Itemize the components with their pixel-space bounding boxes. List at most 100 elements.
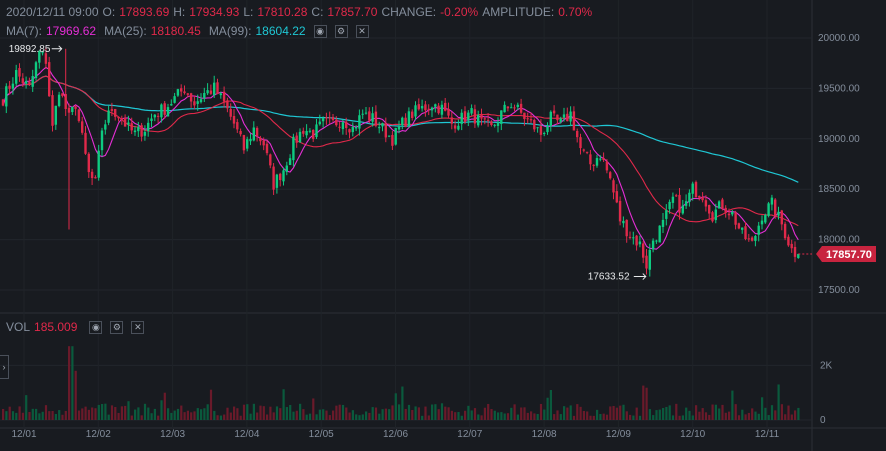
candle-body: [74, 106, 77, 109]
candle-body: [760, 220, 764, 225]
volume-bar: [348, 412, 351, 420]
candle-body: [397, 126, 401, 130]
volume-bar: [153, 408, 156, 420]
volume-bar: [81, 408, 84, 420]
volume-bar: [51, 411, 54, 420]
volume-bar: [675, 403, 678, 420]
volume-bar: [21, 412, 24, 420]
candle-body: [371, 113, 374, 122]
candle-body: [675, 195, 678, 197]
high-marker-arrow: [51, 45, 63, 53]
candle-body: [358, 115, 361, 129]
low-marker-arrow: [633, 273, 647, 280]
candle-body: [592, 164, 595, 166]
volume-bar: [440, 403, 444, 420]
high-label: H:: [173, 5, 186, 19]
candle-body: [477, 114, 480, 126]
volume-bar: [490, 409, 493, 420]
candle-body: [694, 182, 698, 198]
candle-body: [94, 177, 97, 179]
candle-body: [549, 111, 552, 126]
candle-body: [754, 236, 757, 241]
volume-bar: [592, 415, 595, 420]
volume-bar: [206, 404, 209, 420]
candle-body: [585, 151, 589, 153]
volume-bar: [163, 392, 166, 420]
volume-bar: [797, 407, 800, 420]
volume-legend: VOL 185.009 ◉ ⚙ ✕: [6, 320, 148, 334]
ma-legend: MA(7): 17969.62 MA(25): 18180.45 MA(99): 18…: [6, 24, 373, 38]
close-icon[interactable]: ✕: [131, 320, 145, 334]
volume-bar: [625, 411, 628, 420]
candle-body: [18, 68, 21, 77]
settings-icon[interactable]: ⚙: [110, 320, 124, 334]
volume-bar: [652, 415, 655, 420]
volume-bar: [658, 409, 661, 420]
high-price-marker: 19892.85: [9, 44, 51, 55]
volume-bar: [728, 411, 731, 420]
volume-bar: [407, 404, 411, 420]
candle-body: [28, 81, 31, 85]
volume-bar: [262, 406, 265, 420]
candle-body: [345, 121, 348, 128]
candle-body: [246, 139, 249, 149]
candle-body: [717, 201, 721, 209]
volume-bar: [97, 404, 100, 420]
volume-bar: [747, 412, 750, 420]
volume-bar: [87, 409, 90, 420]
volume-bar: [18, 406, 21, 420]
settings-icon[interactable]: ⚙: [334, 24, 348, 38]
candle-body: [727, 213, 731, 216]
expand-arrow-icon[interactable]: ›: [0, 355, 9, 379]
amplitude-label: AMPLITUDE:: [482, 5, 555, 19]
volume-bar: [480, 415, 483, 420]
candle-body: [341, 122, 345, 130]
close-icon[interactable]: ✕: [355, 24, 369, 38]
candle-body: [203, 92, 206, 99]
volume-bar: [398, 404, 401, 420]
candle-body: [741, 227, 744, 230]
volume-bar: [787, 405, 790, 420]
volume-bar: [619, 405, 622, 420]
volume-bar: [450, 410, 453, 420]
candle-body: [199, 99, 203, 103]
candle-body: [255, 127, 259, 136]
candle-body: [605, 161, 609, 171]
volume-bar: [295, 410, 298, 420]
candle-body: [440, 104, 444, 115]
candle-body: [645, 255, 648, 269]
volume-bar: [510, 407, 513, 420]
volume-bar: [741, 409, 744, 420]
candle-body: [708, 205, 711, 214]
volume-bar: [256, 412, 259, 420]
volume-bar: [536, 414, 539, 420]
candle-body: [793, 246, 797, 257]
volume-bar: [761, 397, 764, 420]
candle-body: [642, 243, 645, 258]
eye-icon[interactable]: ◉: [313, 24, 327, 38]
close-label: C:: [311, 5, 324, 19]
candle-body: [467, 112, 470, 121]
candle-body: [81, 121, 84, 133]
candle-body: [269, 154, 272, 166]
volume-tick-label: 2K: [820, 360, 833, 371]
volume-bar: [114, 407, 117, 420]
candle-body: [655, 240, 658, 242]
volume-bar: [642, 385, 645, 420]
volume-bar: [688, 410, 691, 420]
volume-bar: [196, 408, 199, 420]
candle-body: [163, 103, 166, 115]
volume-bar: [483, 407, 486, 420]
volume-bar: [751, 408, 754, 420]
candle-body: [516, 104, 519, 107]
candle-body: [48, 62, 51, 97]
candle-body: [460, 112, 463, 125]
eye-icon[interactable]: ◉: [89, 320, 103, 334]
candle-body: [368, 111, 371, 121]
volume-bar: [180, 405, 183, 420]
candle-body: [681, 205, 684, 214]
volume-bar: [559, 414, 562, 420]
volume-bar: [460, 415, 463, 420]
volume-bar: [635, 407, 638, 420]
